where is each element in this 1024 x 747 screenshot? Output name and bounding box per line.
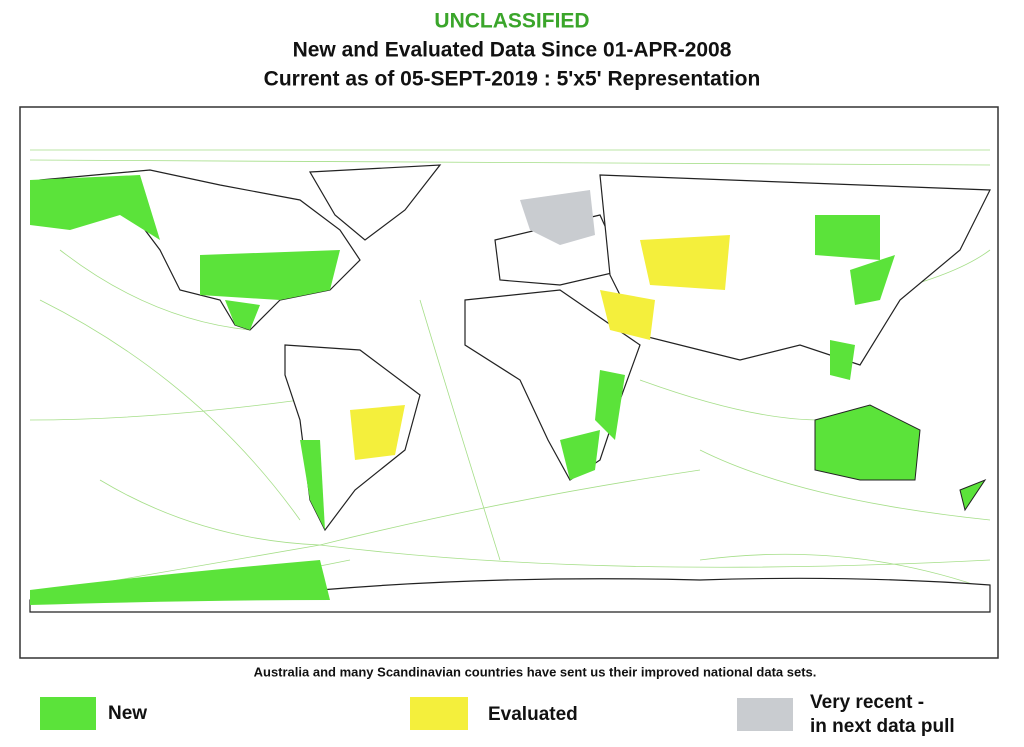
ship-tracks [29, 149, 991, 611]
legend: New Evaluated Very recent - in next data… [40, 692, 955, 737]
classification: UNCLASSIFIED [434, 10, 589, 33]
legend-swatch [737, 698, 793, 731]
caption: Australia and many Scandinavian countrie… [254, 664, 817, 679]
map [19, 106, 999, 659]
data-patch [30, 560, 330, 605]
data-patch [560, 370, 625, 480]
data-patch [520, 190, 595, 245]
legend-swatch [410, 697, 468, 730]
data-patch [30, 175, 340, 330]
legend-label: Evaluated [488, 704, 578, 725]
data-patch [300, 440, 325, 530]
title-line: New and Evaluated Data Since 01-APR-2008 [293, 39, 732, 62]
greenland [308, 164, 442, 241]
legend-label: Very recent - [810, 692, 924, 713]
data-patch [350, 405, 405, 460]
data-patch [600, 235, 730, 340]
title-line: Current as of 05-SEPT-2019 : 5'x5' Repre… [264, 68, 761, 91]
data-patch [815, 215, 895, 380]
legend-label: in next data pull [810, 716, 955, 737]
legend-label: New [108, 703, 147, 724]
legend-swatch [40, 697, 96, 730]
australia [814, 404, 987, 512]
